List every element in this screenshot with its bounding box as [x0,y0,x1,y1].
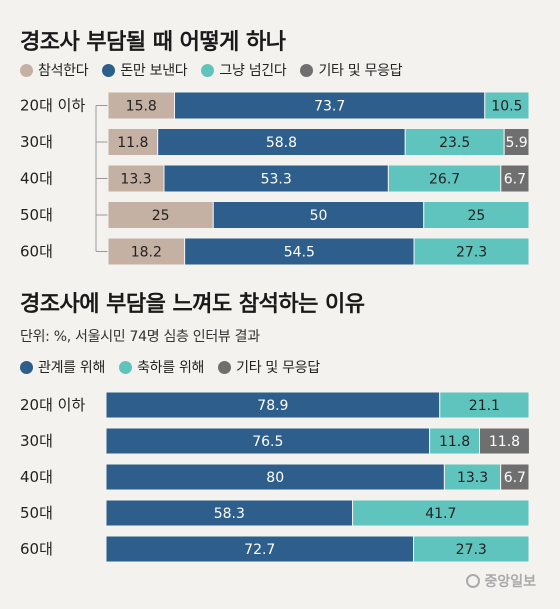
bar-segment [413,237,530,266]
data-label: 76.5 [252,434,283,450]
bar-segment [105,499,354,527]
data-label: 26.7 [429,172,460,188]
legend-label: 참석한다 [38,63,89,79]
category-label: 60대 [20,243,53,261]
bar-segment [107,128,159,156]
category-label: 30대 [20,133,53,151]
bar-segment [484,91,530,120]
legend-swatch [102,63,116,77]
legend-item: 기타 및 무응답 [300,60,403,80]
category-label: 50대 [20,504,53,522]
data-label: 27.3 [456,245,487,261]
bar-segment [500,164,530,193]
chart2-title: 경조사에 부담을 느껴도 참석하는 이유 [20,292,365,317]
legend-item: 참석한다 [20,60,89,80]
legend-swatch [201,63,215,77]
data-label: 73.7 [314,99,345,115]
data-label: 6.7 [504,172,526,188]
data-label: 10.5 [491,99,522,115]
legend-item: 관계를 위해 [20,357,105,377]
chart2-subtitle: 단위: %, 서울시민 74명 심층 인터뷰 결과 [20,329,260,345]
legend-label: 돈만 보낸다 [120,63,188,79]
legend-item: 돈만 보낸다 [102,60,188,80]
legend-label: 기타 및 무응답 [318,63,403,79]
bar-segment [105,463,445,491]
bar-segment [413,535,530,563]
legend-swatch [300,63,314,77]
bar-segment [163,164,389,193]
data-label: 18.2 [131,245,162,261]
data-label: 13.3 [457,470,488,486]
category-label: 60대 [20,540,53,558]
data-label: 78.9 [257,398,288,414]
chart1-legend: 참석한다 돈만 보낸다 그냥 넘긴다 기타 및 무응답 [20,60,416,80]
category-label: 40대 [20,468,53,486]
chart2-plot: 20대 이하 78.9 21.1 30대 76.5 11.8 11.8 40대 80 13.3 6.… [20,391,530,563]
data-label: 6.7 [504,470,526,486]
legend-item: 기타 및 무응답 [218,357,320,377]
data-label: 21.1 [469,398,500,414]
category-label: 40대 [20,170,53,188]
legend-swatch [119,360,133,374]
bar-segment [157,128,406,156]
data-label: 41.7 [425,506,456,522]
bar-segment [387,164,502,193]
logo-mark-icon [466,574,481,588]
bar-segment [423,201,530,229]
bar-segment [503,128,530,156]
bar-segment [105,535,415,563]
data-label: 11.8 [489,434,520,450]
data-label: 23.5 [439,135,470,151]
bar-segment [174,91,486,120]
legend-item: 축하를 위해 [119,357,204,377]
bar-segment [443,463,502,491]
bar-segment [479,427,530,455]
category-label: 20대 이하 [20,97,85,115]
legend-swatch [20,63,33,77]
legend-item: 그냥 넘긴다 [201,60,287,80]
data-label: 27.3 [456,542,487,558]
bar-segment [439,391,530,419]
legend-label: 그냥 넘긴다 [219,63,287,79]
data-label: 54.5 [284,245,315,261]
data-label: 25 [467,208,485,224]
legend-swatch [218,360,232,374]
bar-segment [500,463,530,491]
data-label: 53.3 [261,172,292,188]
chart1-title: 경조사 부담될 때 어떻게 하나 [20,30,286,55]
data-label: 72.7 [244,542,275,558]
publisher-logo: 중앙일보 [466,571,536,591]
bar-segment [404,128,505,156]
data-label: 5.9 [505,135,527,151]
chart2-legend: 관계를 위해 축하를 위해 기타 및 무응답 [20,357,334,377]
data-label: 25 [152,208,170,224]
data-label: 50 [310,208,328,224]
category-label: 30대 [20,432,53,450]
bar-segment [212,201,425,229]
bar-segment [352,499,530,527]
data-label: 11.8 [439,434,470,450]
data-label: 15.8 [126,99,157,115]
logo-text: 중앙일보 [484,574,536,590]
category-label: 50대 [20,206,53,224]
bar-segment [105,391,441,419]
data-label: 58.3 [214,506,245,522]
data-label: 80 [266,470,284,486]
legend-label: 관계를 위해 [38,360,106,376]
data-label: 13.3 [120,172,151,188]
legend-label: 기타 및 무응답 [236,360,320,376]
category-label: 20대 이하 [20,396,85,414]
data-label: 58.8 [266,135,297,151]
data-label: 11.8 [117,135,148,151]
legend-label: 축하를 위해 [137,360,205,376]
chart1-plot: 20대 이하 15.8 73.7 10.5 30대 11.8 58.8 23.5 5.9 40대 1… [20,91,530,266]
legend-swatch [20,360,33,374]
